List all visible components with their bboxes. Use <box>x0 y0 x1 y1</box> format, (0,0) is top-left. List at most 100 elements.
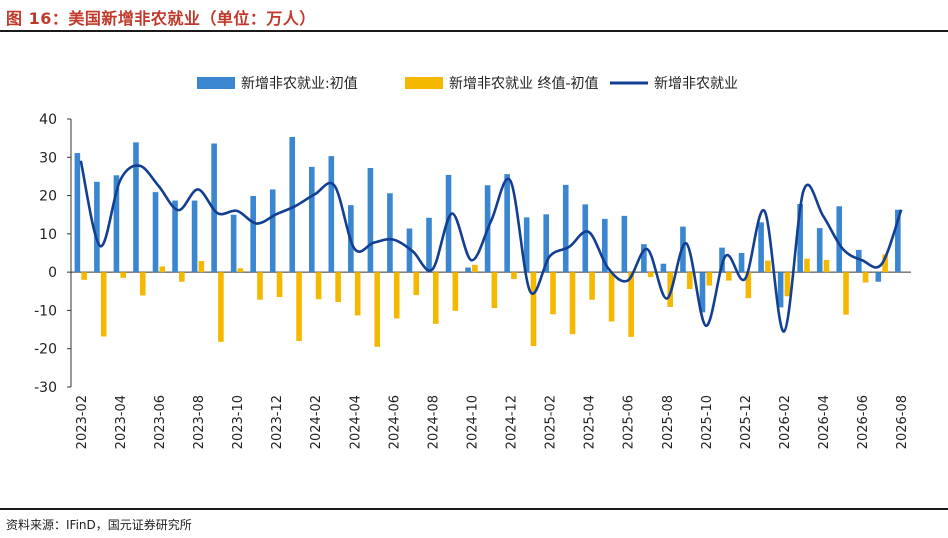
bar-revision <box>354 272 361 316</box>
nonfarm-chart: 新增非农就业:初值 新增非农就业 终值-初值 新增非农就业 40 30 20 10 0 -10… <box>34 75 911 449</box>
bar-revision <box>550 272 556 315</box>
bar-initial <box>504 174 510 273</box>
bar-initial <box>445 174 452 273</box>
bar-initial <box>269 189 276 273</box>
top-divider <box>0 30 948 32</box>
bars-revision-series <box>81 254 888 347</box>
bar-initial <box>719 247 725 273</box>
bar-initial <box>602 218 608 273</box>
x-tick-label: 2024-06 <box>387 395 402 449</box>
x-tick-label: 2025-08 <box>661 395 676 449</box>
chart-title: 图 16：美国新增非农就业（单位：万人） <box>6 9 316 28</box>
bar-initial <box>816 228 823 273</box>
bar-initial <box>191 200 198 273</box>
bar-revision <box>257 272 263 300</box>
bar-initial <box>523 217 530 273</box>
x-tick-label: 2026-02 <box>778 395 793 449</box>
x-tick-label: 2024-12 <box>505 395 520 449</box>
legend-label: 新增非农就业:初值 <box>241 75 358 92</box>
y-tick-label: -30 <box>34 380 57 396</box>
bar-initial <box>113 175 120 273</box>
bar-initial <box>133 142 139 273</box>
bar-revision <box>530 272 537 347</box>
x-tick-label: 2026-04 <box>817 395 832 449</box>
bar-revision <box>589 272 595 300</box>
bar-revision <box>452 272 459 311</box>
bar-initial <box>895 209 901 273</box>
bar-initial <box>641 244 647 273</box>
x-tick-label: 2023-10 <box>231 395 246 449</box>
x-tick-label: 2025-06 <box>622 395 637 449</box>
x-tick-label: 2025-04 <box>583 395 598 449</box>
bar-revision <box>491 272 498 309</box>
legend-swatch <box>405 77 443 89</box>
bar-initial <box>367 168 374 273</box>
bar-initial <box>465 267 471 273</box>
y-tick-label: 40 <box>39 112 57 128</box>
bar-revision <box>198 261 205 273</box>
bar-initial <box>172 200 178 273</box>
bar-initial <box>797 203 803 273</box>
bar-revision <box>647 272 654 278</box>
line-series <box>79 160 903 333</box>
y-tick-label: 0 <box>48 265 57 281</box>
x-tick-label: 2026-08 <box>895 395 910 449</box>
y-tick-label: -20 <box>34 342 57 358</box>
bar-initial <box>152 192 159 273</box>
x-tick-label: 2024-08 <box>426 395 441 449</box>
bar-initial <box>74 153 81 273</box>
bar-revision <box>765 260 771 273</box>
bar-initial <box>660 263 667 273</box>
bar-revision <box>784 272 791 297</box>
bar-initial <box>621 215 628 273</box>
x-tick-label: 2026-06 <box>856 395 871 449</box>
bar-revision <box>413 272 420 296</box>
legend-label: 新增非农就业 终值-初值 <box>449 75 599 92</box>
bar-revision <box>276 272 283 298</box>
bar-revision <box>726 272 732 281</box>
bar-initial <box>94 181 100 273</box>
bar-initial <box>582 204 589 273</box>
x-tick-label: 2024-04 <box>348 395 363 449</box>
bar-initial <box>230 214 237 273</box>
bar-revision <box>100 272 107 337</box>
bar-revision <box>862 272 869 283</box>
bar-revision <box>159 266 166 273</box>
bar-initial <box>777 272 784 308</box>
bar-revision <box>511 272 517 280</box>
bar-revision <box>393 272 400 319</box>
bar-revision <box>823 259 830 273</box>
x-tick-label: 2023-08 <box>192 395 207 449</box>
bar-initial <box>387 193 393 273</box>
x-axis-labels: 2023-02 2023-04 2023-06 2023-08 2023-10 2023-… <box>75 395 910 449</box>
bar-revision <box>335 272 341 303</box>
bar-initial <box>250 195 256 273</box>
x-tick-label: 2023-02 <box>75 395 90 449</box>
source-note: 资料来源：IFinD，国元证券研究所 <box>6 518 192 532</box>
bar-revision <box>296 272 302 342</box>
bar-revision <box>432 272 439 324</box>
x-tick-label: 2025-02 <box>544 395 559 449</box>
bar-initial <box>289 136 296 273</box>
y-axis-labels: 40 30 20 10 0 -10 -20 -30 <box>34 112 57 396</box>
bar-initial <box>738 253 745 273</box>
bar-revision <box>882 254 888 273</box>
bar-revision <box>804 258 810 273</box>
x-tick-label: 2023-06 <box>153 395 168 449</box>
line-nonfarm <box>79 160 903 333</box>
bar-initial <box>758 222 764 273</box>
y-tick-label: 20 <box>39 189 57 205</box>
bar-initial <box>543 214 550 273</box>
bar-initial <box>875 272 882 282</box>
bar-revision <box>120 272 127 278</box>
bar-revision <box>139 272 146 296</box>
legend-swatch <box>197 77 235 89</box>
bar-revision <box>569 272 576 335</box>
bar-revision <box>843 272 849 315</box>
bar-initial <box>328 156 335 273</box>
bar-revision <box>628 272 634 337</box>
bar-revision <box>706 272 713 286</box>
x-tick-label: 2023-04 <box>114 395 129 449</box>
bar-revision <box>81 272 87 280</box>
bar-initial <box>855 249 862 273</box>
